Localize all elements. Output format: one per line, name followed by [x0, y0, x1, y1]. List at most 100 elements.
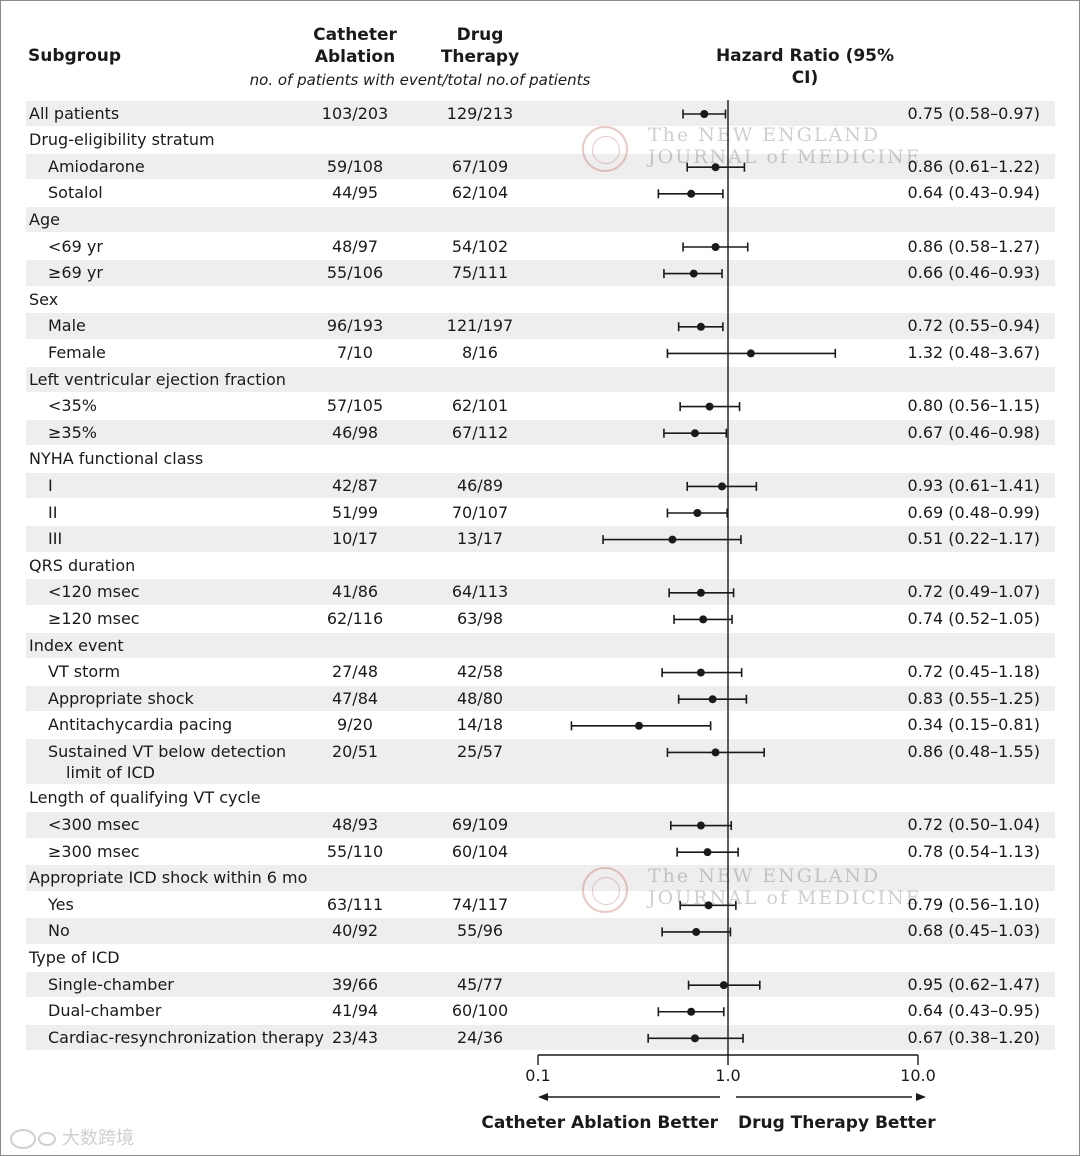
drug-therapy-header-text: Drug Therapy [440, 25, 520, 67]
catheter-ablation-count: 62/116 [326, 608, 384, 628]
catheter-ablation-header-text: Catheter Ablation [313, 25, 397, 67]
watermark-line2: JOURNAL of MEDICINE [648, 887, 922, 909]
ci-mark [663, 269, 723, 279]
subgroup-label: Single-chamber [48, 974, 174, 994]
brand-logo-icon [10, 1129, 36, 1149]
catheter-ablation-count: 46/98 [331, 422, 379, 442]
hazard-ratio-value: 0.95 (0.62–1.47) [907, 974, 1040, 994]
hazard-ratio-value: 0.93 (0.61–1.41) [907, 475, 1040, 495]
subgroup-label: Amiodarone [48, 156, 145, 176]
hazard-ratio-point [699, 615, 708, 624]
x-tick-label: 1.0 [715, 1066, 740, 1085]
subgroup-label: <35% [48, 396, 97, 416]
row-band [26, 366, 1055, 393]
subgroup-category: Left ventricular ejection fraction [29, 369, 286, 389]
hazard-ratio-value: 0.72 (0.45–1.18) [907, 662, 1040, 682]
hazard-ratio-point [703, 848, 712, 857]
drug-therapy-count: 54/102 [451, 236, 509, 256]
ci-mark [682, 242, 749, 252]
hazard-ratio-value: 0.66 (0.46–0.93) [907, 263, 1040, 283]
hazard-ratio-point [692, 927, 701, 936]
hazard-ratio-point [708, 695, 717, 704]
row-band [26, 918, 1055, 945]
subgroup-header: Subgroup [28, 46, 122, 66]
hazard-ratio-header: Hazard Ratio (95% CI) [715, 46, 895, 88]
ci-mark [657, 189, 724, 199]
hazard-ratio-point [719, 981, 728, 990]
hazard-ratio-value: 0.79 (0.56–1.10) [907, 894, 1040, 914]
ci-mark [673, 614, 733, 624]
subgroup-label: Antitachycardia pacing [48, 715, 233, 735]
hazard-ratio-point [689, 269, 698, 278]
subgroup-label: ≥300 msec [48, 841, 140, 861]
row-band [26, 632, 1055, 659]
nejm-watermark: The NEW ENGLAND JOURNAL of MEDICINE [582, 124, 920, 176]
subgroup-label: ≥120 msec [48, 608, 140, 628]
hazard-ratio-point [696, 588, 705, 597]
ci-mark [666, 348, 837, 358]
subgroup-label: Appropriate shock [48, 688, 194, 708]
ci-mark [687, 980, 761, 990]
ci-mark [676, 847, 739, 857]
subgroup-category: QRS duration [29, 555, 136, 575]
drug-therapy-count: 13/17 [456, 529, 504, 549]
drug-therapy-count: 42/58 [456, 662, 504, 682]
catheter-ablation-count: 96/193 [326, 316, 384, 336]
watermark-line1: The NEW ENGLAND [648, 865, 881, 887]
subgroup-label: I [48, 475, 53, 495]
hazard-ratio-point [696, 821, 705, 830]
arrow-left-icon [538, 1093, 548, 1101]
drug-therapy-count: 45/77 [456, 974, 504, 994]
column-note: no. of patients with event/total no.of p… [249, 71, 591, 89]
subgroup-category: Age [29, 209, 60, 229]
row-band [26, 1024, 1055, 1051]
subgroup-label: II [48, 502, 58, 522]
brand-logo-icon [38, 1132, 56, 1146]
hazard-ratio-point [668, 535, 677, 544]
hazard-ratio-point [704, 901, 713, 910]
hazard-ratio-value: 0.72 (0.55–0.94) [907, 316, 1040, 336]
hazard-ratio-value: 0.80 (0.56–1.15) [907, 396, 1040, 416]
drug-therapy-count: 64/113 [451, 582, 509, 602]
catheter-ablation-count: 7/10 [337, 342, 373, 362]
catheter-ablation-count: 41/86 [331, 582, 379, 602]
drug-therapy-count: 62/104 [451, 183, 509, 203]
row-band [26, 526, 1055, 552]
hazard-ratio-point [634, 721, 643, 730]
catheter-ablation-count: 20/51 [331, 741, 379, 761]
watermark-line2: JOURNAL of MEDICINE [648, 146, 922, 168]
catheter-ablation-header: Catheter Ablation [300, 24, 410, 68]
hazard-ratio-point [705, 402, 714, 411]
subgroup-label: III [48, 529, 63, 549]
hazard-ratio-point [711, 163, 720, 172]
subgroup-category: Index event [29, 635, 124, 655]
catheter-ablation-count: 48/93 [331, 815, 379, 835]
drug-therapy-count: 55/96 [456, 921, 504, 941]
catheter-ablation-count: 103/203 [321, 103, 389, 123]
hazard-ratio-value: 0.86 (0.58–1.27) [907, 236, 1040, 256]
drug-therapy-count: 67/109 [451, 156, 509, 176]
hazard-ratio-point [696, 668, 705, 677]
subgroup-label: <69 yr [48, 236, 103, 256]
hazard-ratio-point [687, 1007, 696, 1016]
row-band [26, 865, 1055, 891]
hazard-ratio-value: 0.72 (0.50–1.04) [907, 815, 1040, 835]
row-band [26, 260, 1055, 286]
drug-therapy-count: 69/109 [451, 815, 509, 835]
arrow-right-icon [916, 1093, 926, 1101]
row-band [26, 579, 1055, 605]
row-band [26, 685, 1055, 712]
row-band [26, 472, 1055, 499]
hazard-ratio-point [711, 243, 720, 251]
hazard-ratio-point [700, 110, 709, 118]
subgroup-label: No [48, 921, 70, 941]
subgroup-category: Sex [29, 289, 59, 309]
hazard-ratio-value: 0.64 (0.43–0.94) [907, 183, 1040, 203]
hazard-ratio-value: 0.83 (0.55–1.25) [907, 688, 1040, 708]
drug-therapy-count: 75/111 [451, 263, 509, 283]
drug-therapy-count: 14/18 [456, 715, 504, 735]
ci-mark [666, 747, 765, 757]
favor-right-label: Drug Therapy Better [738, 1113, 936, 1133]
row-band [26, 206, 1055, 233]
